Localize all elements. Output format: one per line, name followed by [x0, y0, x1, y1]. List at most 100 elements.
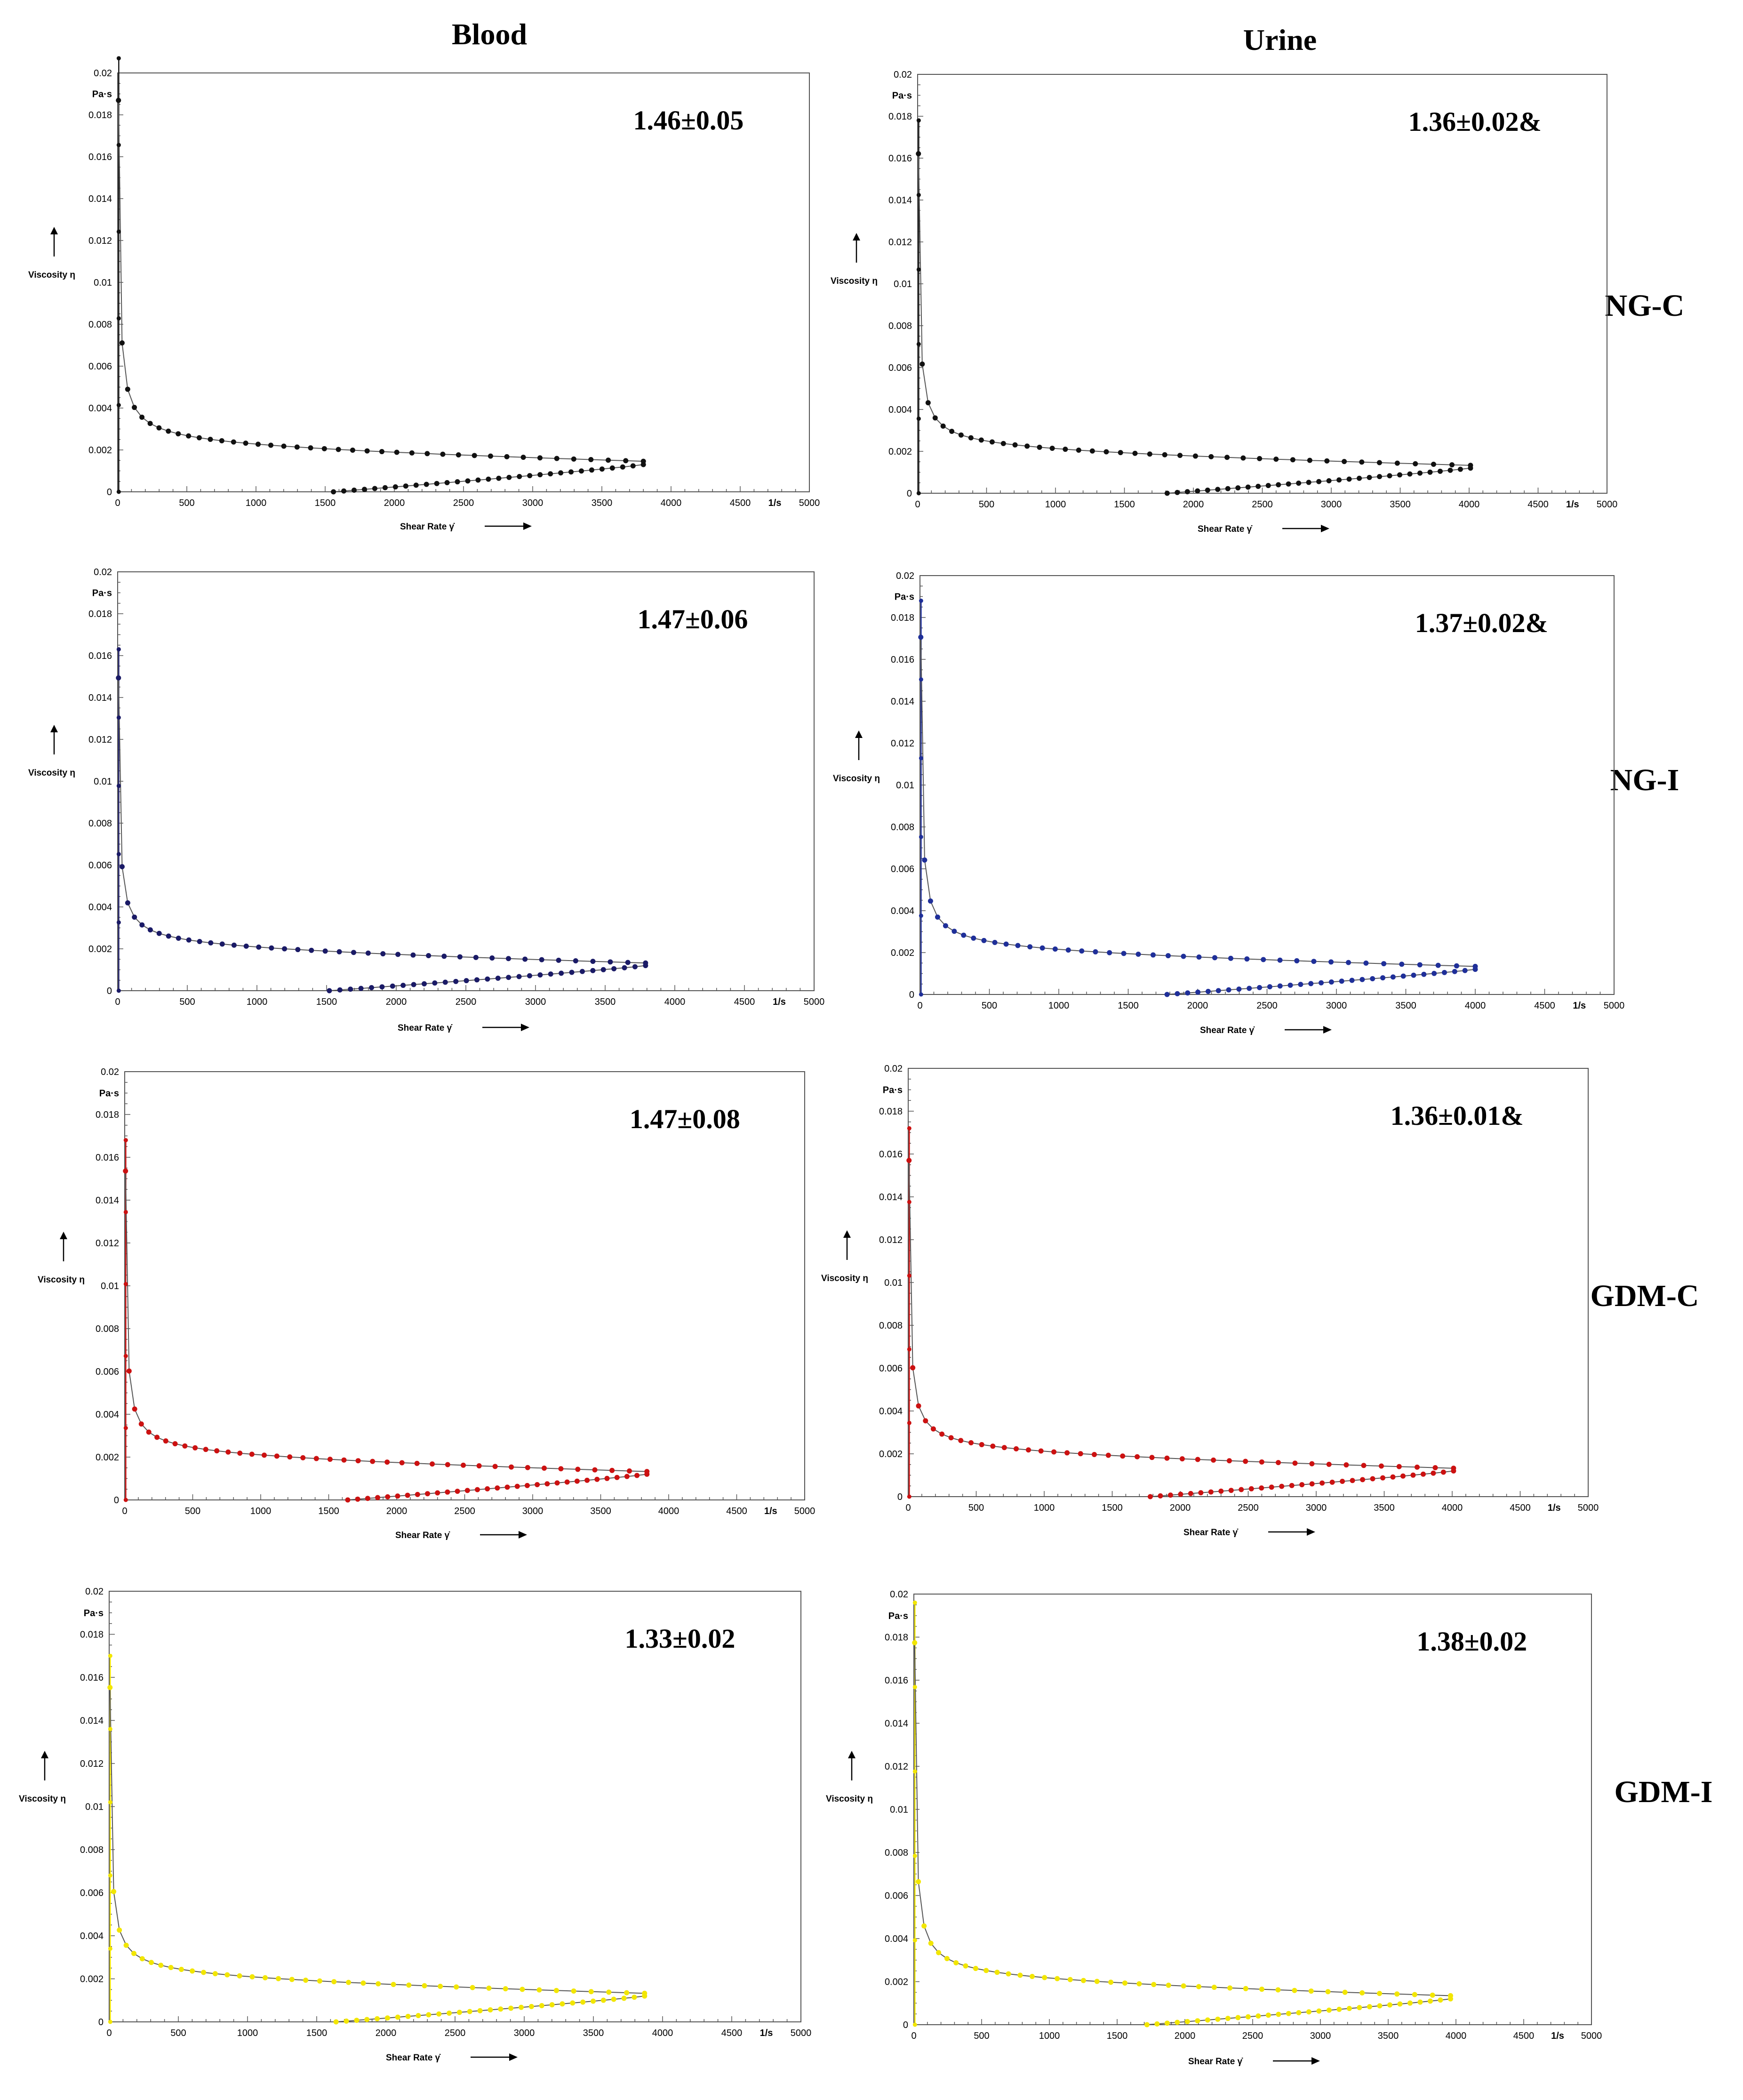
data-point	[116, 715, 121, 720]
data-point	[1164, 992, 1170, 997]
data-point	[413, 482, 419, 488]
data-point	[125, 386, 130, 392]
x-tick-label: 2500	[1256, 1001, 1278, 1011]
data-point	[537, 972, 543, 978]
data-point	[1417, 962, 1423, 968]
data-point	[1245, 2014, 1251, 2020]
data-point	[1432, 1465, 1438, 1471]
data-point	[609, 1467, 615, 1473]
data-point	[474, 1487, 480, 1492]
data-point	[395, 1493, 400, 1499]
data-point	[549, 2002, 555, 2008]
x-tick-label: 1000	[1045, 499, 1066, 510]
data-point	[918, 634, 924, 640]
data-point	[132, 1406, 137, 1412]
x-tick-label: 2000	[1170, 1503, 1191, 1513]
data-point	[380, 951, 386, 957]
data-point	[331, 1979, 337, 1985]
data-point	[1380, 1475, 1386, 1481]
data-point	[1192, 453, 1198, 459]
data-point	[1243, 1986, 1248, 1991]
data-point	[1319, 980, 1324, 986]
data-point	[594, 1476, 600, 1482]
data-point	[465, 478, 471, 484]
y-axis-title: Viscosity η	[19, 1794, 66, 1804]
data-point	[608, 959, 613, 965]
x-tick-label: 5000	[791, 2028, 812, 2038]
data-point	[1226, 1458, 1232, 1464]
data-point	[524, 1483, 530, 1488]
data-point	[948, 1435, 954, 1441]
x-tick-label: 2000	[386, 1506, 408, 1516]
data-point	[932, 415, 938, 421]
data-point	[1067, 1977, 1073, 1982]
y-tick-label: Pa·s	[883, 1085, 903, 1096]
data-point	[1438, 1997, 1443, 2003]
x-tick-label: 2500	[1252, 499, 1273, 510]
y-tick-label: 0	[907, 489, 912, 499]
data-point	[1167, 1492, 1173, 1498]
data-point	[262, 1975, 268, 1980]
data-point	[1029, 1973, 1035, 1979]
data-point	[981, 938, 987, 943]
stat-value: 1.47±0.06	[638, 604, 748, 634]
data-point	[364, 2017, 370, 2022]
data-point	[1367, 2004, 1372, 2010]
data-point	[411, 982, 416, 987]
data-point	[1276, 482, 1281, 488]
y-tick-label: 0.018	[96, 1110, 119, 1120]
data-point	[456, 452, 461, 458]
data-point	[1026, 1447, 1031, 1453]
data-point	[1328, 959, 1334, 965]
data-point	[912, 1938, 917, 1943]
data-point	[528, 2004, 534, 2009]
data-point	[1360, 1477, 1366, 1483]
data-point	[477, 2008, 483, 2013]
data-point	[506, 975, 512, 980]
data-point	[1396, 1464, 1402, 1469]
data-point	[1240, 455, 1246, 461]
y-tick-label: Pa·s	[92, 588, 112, 599]
y-tick-label: 0.002	[88, 445, 112, 456]
x-tick-label: 4500	[734, 997, 755, 1007]
data-point	[1175, 991, 1180, 996]
data-point	[282, 946, 288, 952]
data-point	[1390, 1474, 1396, 1480]
data-point	[979, 1442, 984, 1447]
data-point	[1079, 948, 1085, 954]
x-tick-label: 0	[115, 997, 120, 1007]
data-point	[309, 947, 314, 953]
data-point	[989, 439, 995, 445]
data-point	[1136, 1981, 1142, 1987]
data-point	[990, 1443, 996, 1449]
data-point	[944, 1956, 950, 1962]
data-point	[1185, 990, 1191, 996]
data-point	[504, 454, 510, 459]
y-tick-label: 0.018	[88, 110, 112, 120]
data-point	[537, 455, 543, 461]
data-point	[116, 647, 121, 652]
data-point	[131, 1951, 137, 1956]
data-point	[430, 1461, 435, 1467]
data-point	[1292, 1988, 1297, 1993]
data-point	[1276, 2012, 1281, 2017]
data-point	[1003, 941, 1009, 947]
data-point	[166, 428, 171, 434]
x-axis-title: Shear Rate γ̇	[400, 522, 455, 532]
data-point	[1261, 957, 1266, 962]
data-point	[360, 1980, 366, 1986]
data-point	[116, 56, 121, 61]
data-point	[1205, 488, 1210, 493]
chart-urine-ng-c: 0 500 1000 1500 2000 2500 3000 3500 4000 4500 1/s 5…	[0, 0, 1617, 534]
data-point	[1178, 1491, 1183, 1497]
data-point	[421, 981, 427, 986]
data-point	[1162, 452, 1167, 457]
data-point	[489, 955, 495, 961]
data-point	[504, 1484, 510, 1490]
x-tick-label: 1500	[1107, 2031, 1128, 2041]
data-point	[300, 1455, 306, 1460]
data-point	[457, 954, 463, 960]
data-point	[1184, 2019, 1190, 2024]
data-point	[345, 1497, 351, 1503]
y-tick-label: 0.01	[894, 279, 912, 289]
